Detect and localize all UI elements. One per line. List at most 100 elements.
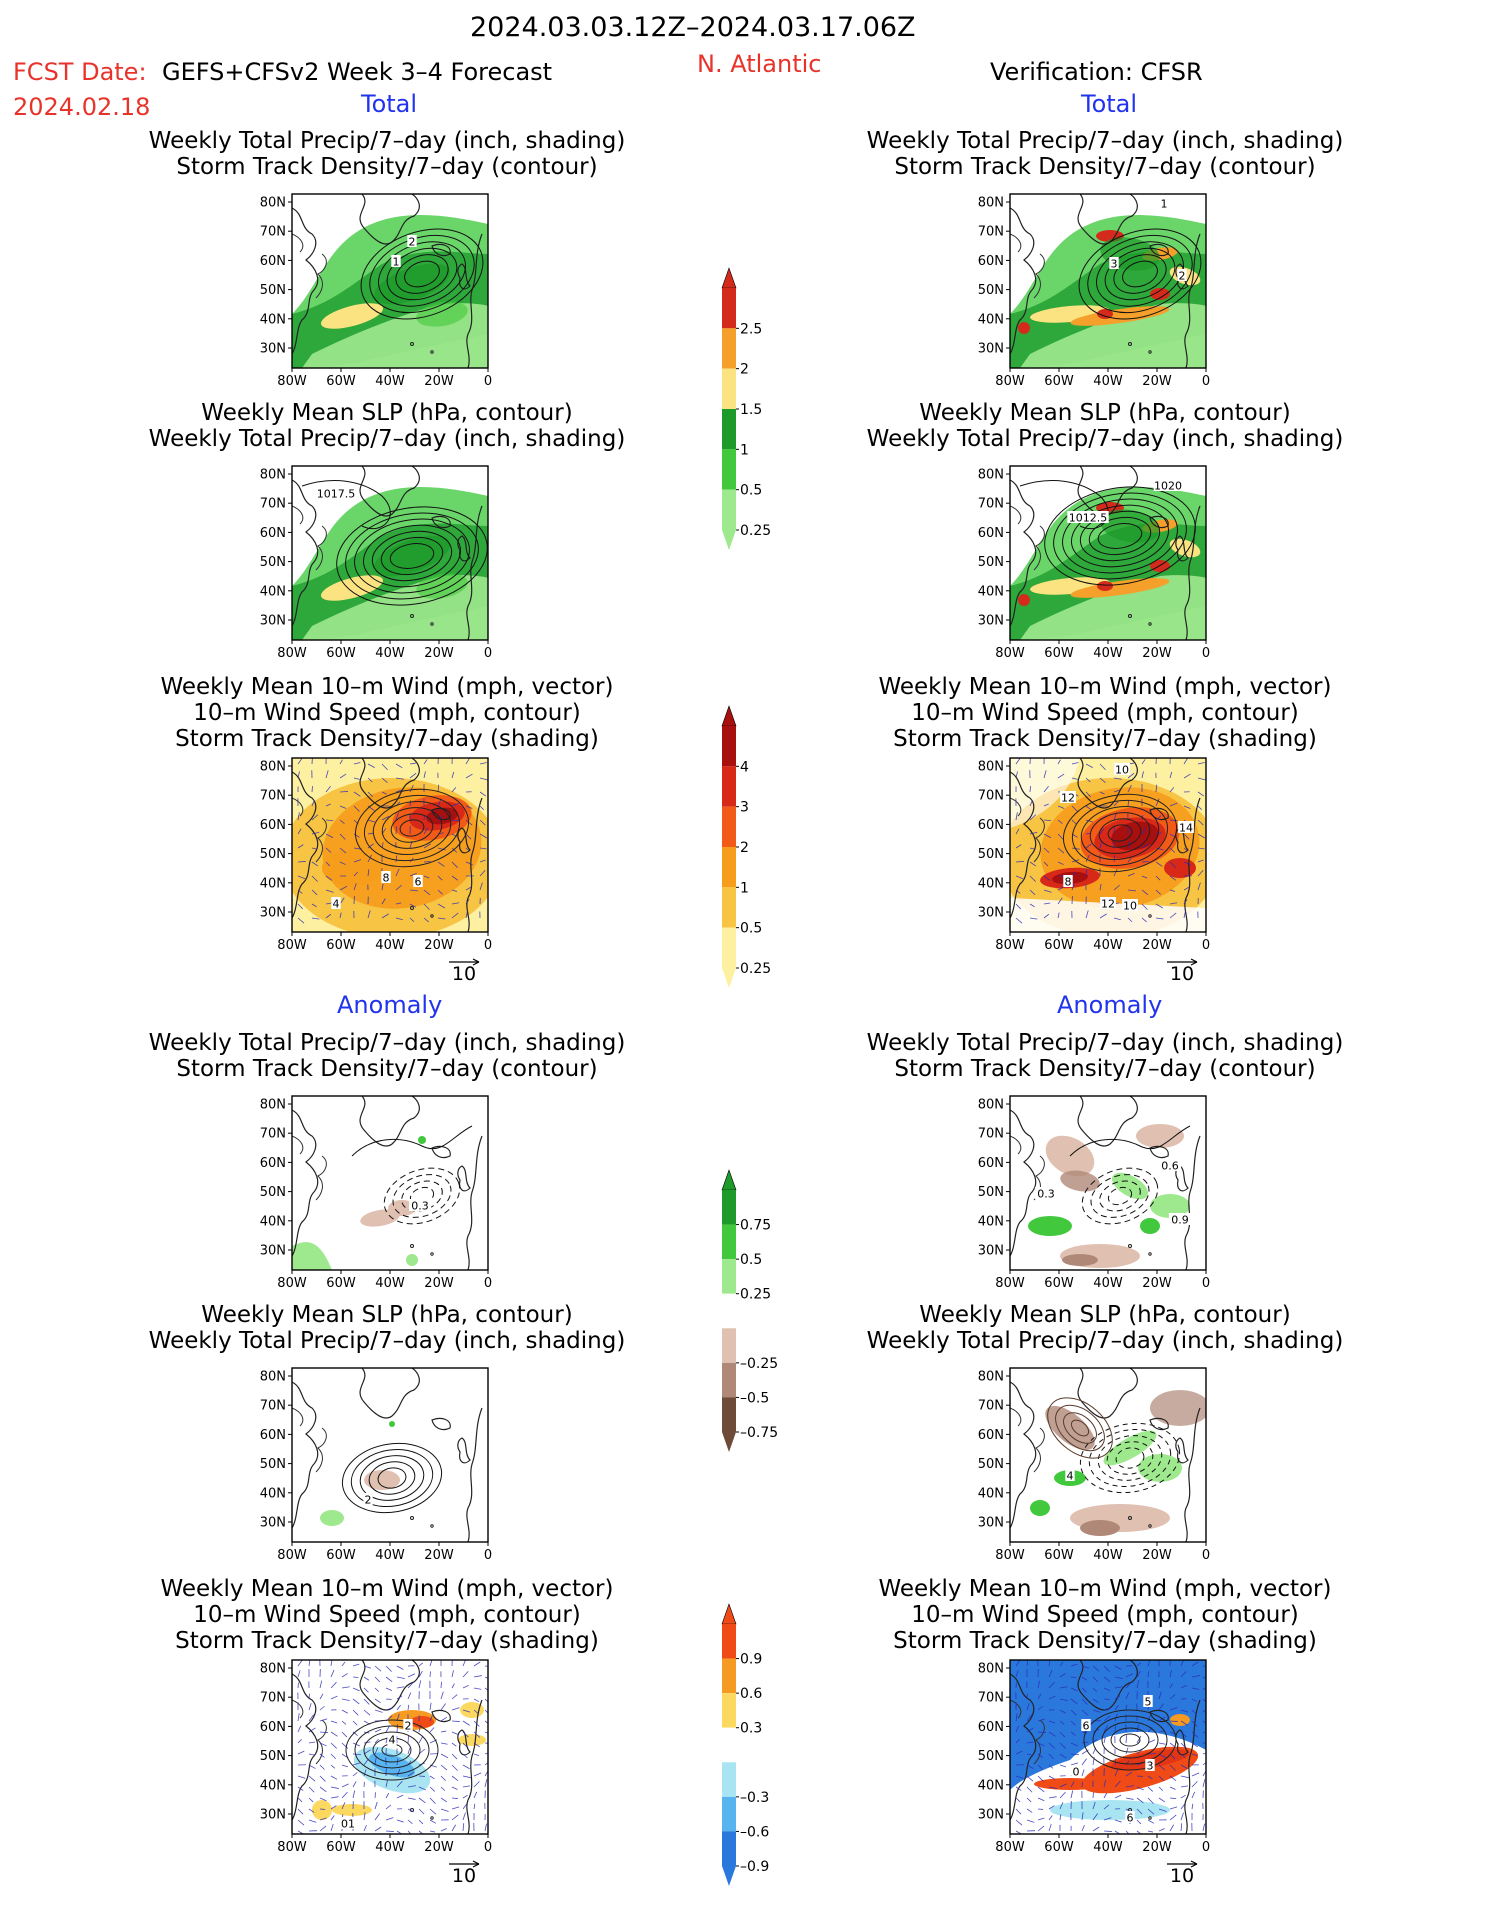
contour-label: 4 xyxy=(389,1734,396,1747)
title-f2: Weekly Mean SLP (hPa, contour) Weekly Tot… xyxy=(148,400,626,452)
lat-tick-label: 40N xyxy=(260,1486,286,1501)
verification-label: Verification: CFSR xyxy=(990,58,1203,86)
lat-tick-label: 70N xyxy=(260,789,286,804)
map-f4: 0.3 80N 70N 60N 50N 40N 30N 80W 60W 40W 20W 0 xyxy=(260,1095,492,1291)
lon-tick-label: 60W xyxy=(326,1840,356,1855)
lat-tick-label: 50N xyxy=(260,1185,286,1200)
lat-tick-label: 80N xyxy=(260,1662,286,1677)
lon-tick-label: 20W xyxy=(424,938,454,953)
lat-tick-label: 70N xyxy=(260,1399,286,1414)
lat-tick-label: 60N xyxy=(260,1428,286,1443)
lat-tick-label: 70N xyxy=(978,1127,1004,1142)
lon-tick-label: 0 xyxy=(1202,374,1210,389)
lat-tick-label: 30N xyxy=(978,1516,1004,1531)
lat-tick-label: 40N xyxy=(260,1778,286,1793)
map-f6: 24 01 80N 70N 60N 50N 40N 30N 80W 60W 40W 20W 0 10 xyxy=(260,1659,492,1887)
lon-tick-label: 0 xyxy=(1202,1548,1210,1563)
contour-label: 1012.5 xyxy=(1069,512,1108,525)
contour-label: 3 xyxy=(1111,258,1118,271)
lat-tick-label: 60N xyxy=(260,526,286,541)
map-v5: 4 80N 70N 60N 50N 40N 30N 80W 60W 40W 20W 0 xyxy=(978,1367,1210,1563)
lat-tick-label: 80N xyxy=(978,196,1004,211)
lon-tick-label: 80W xyxy=(277,938,307,953)
title-f4: Weekly Total Precip/7–day (inch, shading… xyxy=(148,1030,626,1082)
contour-label: 4 xyxy=(333,898,340,911)
contour-label: 14 xyxy=(1179,822,1193,835)
contour-label: 0.3 xyxy=(411,1200,429,1213)
lat-tick-label: 80N xyxy=(978,1370,1004,1385)
contour-label: 0.3 xyxy=(1037,1188,1055,1201)
lon-tick-label: 20W xyxy=(424,1548,454,1563)
lat-tick-label: 40N xyxy=(260,1214,286,1229)
lat-tick-label: 80N xyxy=(260,1098,286,1113)
lat-tick-label: 60N xyxy=(978,1428,1004,1443)
fcst-label: FCST Date: xyxy=(13,58,147,86)
lon-tick-label: 0 xyxy=(1202,1840,1210,1855)
lon-tick-label: 80W xyxy=(277,1840,307,1855)
lon-tick-label: 40W xyxy=(375,374,405,389)
lat-tick-label: 30N xyxy=(260,614,286,629)
lon-tick-label: 20W xyxy=(1142,1276,1172,1291)
contour-label: 1020 xyxy=(1154,480,1182,493)
map-v3: 10 12 14 8 12 10 80N 70N 60N 50N 40N 30N 80W 60W 40W 20… xyxy=(978,757,1210,985)
period-title: 2024.03.03.12Z–2024.03.17.06Z xyxy=(470,12,916,43)
map-v6: 5 6 0 3 6 80N 70N 60N 50N 40N 30N 80W 60W 40W 20W 0 10 xyxy=(978,1659,1210,1887)
lat-tick-label: 80N xyxy=(978,760,1004,775)
lon-tick-label: 80W xyxy=(995,1276,1025,1291)
lon-tick-label: 60W xyxy=(1044,1840,1074,1855)
lon-tick-label: 60W xyxy=(1044,646,1074,661)
lat-tick-label: 50N xyxy=(260,283,286,298)
title-f3: Weekly Mean 10–m Wind (mph, vector) 10–m … xyxy=(160,674,614,752)
lat-tick-label: 50N xyxy=(978,555,1004,570)
contour-label: 8 xyxy=(383,872,390,885)
lon-tick-label: 40W xyxy=(1093,1840,1123,1855)
lon-tick-label: 0 xyxy=(484,1840,492,1855)
lat-tick-label: 60N xyxy=(260,1720,286,1735)
lon-tick-label: 60W xyxy=(1044,938,1074,953)
lat-tick-label: 50N xyxy=(978,1457,1004,1472)
lat-tick-label: 50N xyxy=(260,1749,286,1764)
map-f2: 1017.5 80N 70N 60N 50N 40N 30N 80W 60W 40W 20W 0 xyxy=(260,465,492,661)
lat-tick-label: 50N xyxy=(260,847,286,862)
contour-label: 0.6 xyxy=(1161,1160,1179,1173)
title-f1: Weekly Total Precip/7–day (inch, shading… xyxy=(148,128,626,180)
lon-tick-label: 20W xyxy=(424,1840,454,1855)
lat-tick-label: 80N xyxy=(978,468,1004,483)
contour-label: 2 xyxy=(409,236,416,249)
vector-reference-label: 10 xyxy=(1170,963,1194,985)
contour-label: 6 xyxy=(1083,1720,1090,1733)
title-v3: Weekly Mean 10–m Wind (mph, vector) 10–m … xyxy=(878,674,1332,752)
map-f3: 8 6 4 80N 70N 60N 50N 40N 30N 80W 60W 40W 20W 0 10 xyxy=(260,757,492,985)
lat-tick-label: 40N xyxy=(978,1778,1004,1793)
lon-tick-label: 80W xyxy=(995,1840,1025,1855)
contour-label: 12 xyxy=(1061,792,1075,805)
lat-tick-label: 40N xyxy=(978,876,1004,891)
title-v5: Weekly Mean SLP (hPa, contour) Weekly Tot… xyxy=(866,1302,1344,1354)
lat-tick-label: 70N xyxy=(978,225,1004,240)
vector-reference-label: 10 xyxy=(1170,1865,1194,1887)
lat-tick-label: 50N xyxy=(260,555,286,570)
lon-tick-label: 40W xyxy=(375,1840,405,1855)
section-total-right: Total xyxy=(1081,90,1138,118)
title-f6: Weekly Mean 10–m Wind (mph, vector) 10–m … xyxy=(160,1576,614,1654)
vector-reference-label: 10 xyxy=(452,963,476,985)
lon-tick-label: 40W xyxy=(375,938,405,953)
vector-reference: 10 xyxy=(449,1860,480,1887)
lon-tick-label: 40W xyxy=(1093,646,1123,661)
lon-tick-label: 20W xyxy=(1142,1548,1172,1563)
lat-tick-label: 30N xyxy=(978,1808,1004,1823)
lat-tick-label: 70N xyxy=(978,1691,1004,1706)
lat-tick-label: 60N xyxy=(978,1156,1004,1171)
lon-tick-label: 20W xyxy=(1142,374,1172,389)
lat-tick-label: 50N xyxy=(978,1185,1004,1200)
lat-tick-label: 60N xyxy=(978,526,1004,541)
lon-tick-label: 80W xyxy=(995,1548,1025,1563)
vector-reference: 10 xyxy=(1167,958,1198,985)
lon-tick-label: 20W xyxy=(424,646,454,661)
lat-tick-label: 30N xyxy=(260,1244,286,1259)
lat-tick-label: 40N xyxy=(978,1486,1004,1501)
lat-tick-label: 80N xyxy=(978,1662,1004,1677)
title-v4: Weekly Total Precip/7–day (inch, shading… xyxy=(866,1030,1344,1082)
lat-tick-label: 80N xyxy=(260,1370,286,1385)
lat-tick-label: 70N xyxy=(978,497,1004,512)
